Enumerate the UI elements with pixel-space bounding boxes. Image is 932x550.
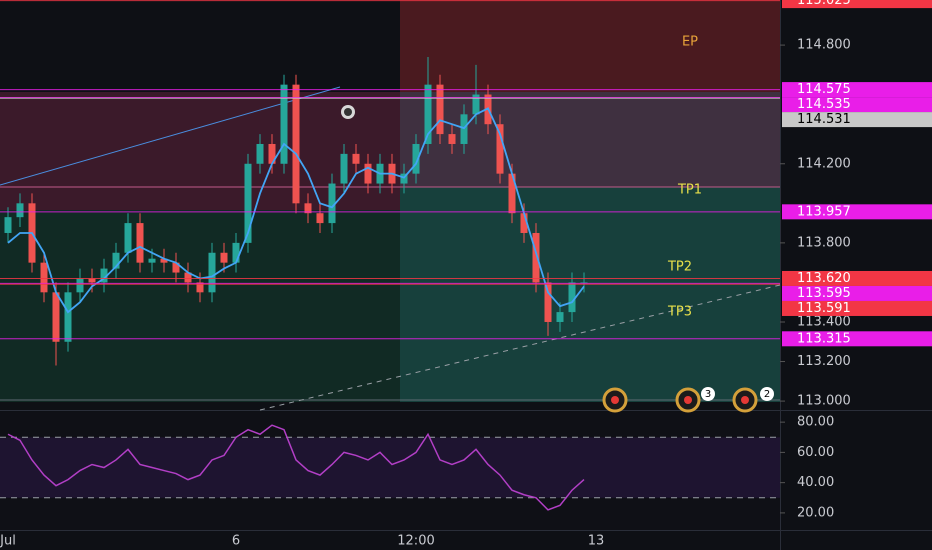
- y-tick-label: 113.200: [797, 354, 851, 369]
- candle-body: [232, 242, 240, 263]
- candle-body: [256, 143, 264, 164]
- price-label: 113.591: [797, 301, 851, 316]
- candle-body: [508, 173, 516, 214]
- price-label-box: [782, 331, 932, 347]
- candle-body: [4, 217, 12, 233]
- y-tick-label: 113.000: [797, 394, 851, 409]
- candle-body: [424, 84, 432, 144]
- event-badge[interactable]: 2: [732, 387, 774, 413]
- candle-body: [280, 84, 288, 164]
- candle-body: [220, 252, 228, 263]
- price-label-box: [782, 204, 932, 220]
- candle-body: [208, 252, 216, 293]
- rsi-line: [7, 424, 585, 511]
- candle-body: [436, 84, 444, 135]
- candle-body: [124, 223, 132, 253]
- candle-body: [160, 258, 168, 263]
- candle-body: [496, 124, 504, 174]
- candle-body: [244, 163, 252, 243]
- candle-body: [76, 278, 84, 293]
- price-label: 113.315: [797, 331, 851, 346]
- y-tick-label: 113.800: [797, 235, 851, 250]
- price-label-box: [782, 285, 932, 301]
- price-label: 115.025: [797, 0, 851, 8]
- zone-label: TP2: [667, 260, 692, 275]
- x-tick-label: 13: [588, 534, 605, 549]
- candle-body: [100, 268, 108, 283]
- event-badge[interactable]: 3: [675, 387, 715, 413]
- candle-body: [556, 312, 564, 322]
- marks: [4, 56, 588, 366]
- candle-body: [112, 252, 120, 269]
- candle-body: [472, 94, 480, 115]
- candle-body: [460, 114, 468, 144]
- price-label-box: [782, 82, 932, 98]
- x-tick-label: Jul: [0, 534, 16, 549]
- y-tick-label: 40.00: [797, 475, 834, 490]
- price-label-box: [782, 0, 932, 9]
- ep-zone: [400, 0, 780, 92]
- badge-count: 3: [705, 389, 711, 400]
- price-label: 113.620: [797, 271, 851, 286]
- y-tick-label: 113.400: [797, 314, 851, 329]
- sl-zone: [0, 92, 400, 210]
- price-label-box: [782, 270, 932, 286]
- candle-body: [88, 278, 96, 283]
- candle-body: [340, 153, 348, 184]
- candle-body: [16, 203, 24, 218]
- candle-body: [52, 292, 60, 342]
- candle-body: [520, 213, 528, 233]
- rsi-band-fill: [0, 437, 780, 498]
- tp-zone-right: [400, 187, 780, 402]
- event-badge[interactable]: [602, 387, 628, 413]
- candle-body: [64, 292, 72, 342]
- candle-body: [196, 282, 204, 293]
- price-label: 113.595: [797, 286, 851, 301]
- price-label: 113.957: [797, 204, 851, 219]
- price-label-box: [782, 300, 932, 316]
- price-label-box: [782, 112, 932, 128]
- price-label: 114.535: [797, 97, 851, 112]
- candle-body: [268, 143, 276, 164]
- zone-label: EP: [682, 35, 698, 50]
- candle-body: [532, 232, 540, 283]
- candle-body: [352, 153, 360, 164]
- candle-body: [172, 262, 180, 273]
- candle-body: [184, 272, 192, 283]
- candle-body: [544, 282, 552, 322]
- zone-label: TP3: [667, 305, 692, 320]
- candle-body: [412, 143, 420, 174]
- y-tick-label: 60.00: [797, 445, 834, 460]
- candle-body: [136, 223, 144, 263]
- candle-body: [292, 84, 300, 204]
- zone-label: TP1: [677, 183, 702, 198]
- y-tick-label: 114.200: [797, 156, 851, 171]
- x-tick-label: 6: [232, 534, 240, 549]
- candle-body: [148, 258, 156, 263]
- y-tick-label: 114.800: [797, 38, 851, 53]
- price-label-box: [782, 97, 932, 113]
- candle-body: [568, 282, 576, 313]
- candle-body: [448, 134, 456, 144]
- candle-body: [400, 173, 408, 184]
- price-label: 114.531: [797, 112, 851, 127]
- candle-body: [40, 262, 48, 293]
- candle-body: [304, 203, 312, 214]
- price-label: 114.575: [797, 82, 851, 97]
- x-tick-label: 12:00: [397, 534, 434, 549]
- candle-body: [316, 213, 324, 224]
- candle-body: [364, 163, 372, 184]
- candle-body: [328, 183, 336, 224]
- y-tick-label: 80.00: [797, 415, 834, 430]
- y-tick-label: 20.00: [797, 505, 834, 520]
- alarm-icon[interactable]: [341, 105, 355, 119]
- tp-zone: [0, 210, 400, 402]
- badge-count: 2: [764, 389, 770, 400]
